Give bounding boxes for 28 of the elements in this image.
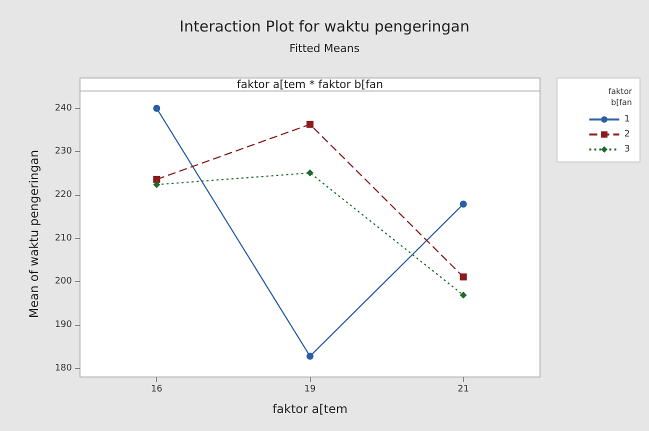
x-tick-label: 21: [458, 384, 470, 394]
point: [460, 200, 467, 208]
x-tick-label: 19: [304, 384, 316, 394]
y-tick-label: 180: [54, 363, 72, 374]
y-tick-label: 210: [54, 233, 72, 244]
chart-subtitle: Fitted Means: [289, 42, 360, 55]
legend-label: 3: [624, 144, 630, 154]
y-tick-label: 200: [54, 276, 72, 287]
y-tick-label: 190: [54, 320, 72, 330]
x-tick-label: 16: [150, 384, 163, 394]
legend-label: 2: [624, 130, 630, 140]
point: [306, 120, 314, 128]
point: [153, 104, 160, 112]
point: [460, 292, 467, 299]
y-tick-label: 230: [54, 146, 72, 157]
text: faktor a[tem * faktor b[fan: [236, 78, 384, 91]
y-axis-title: Mean of waktu pengeringan: [27, 150, 41, 318]
x-axis-title: faktor a[tem: [272, 402, 348, 416]
legend-label: 1: [624, 114, 630, 124]
legend-title: faktor b[fan: [608, 87, 633, 107]
point: [153, 181, 160, 188]
point: [460, 273, 467, 280]
point: [153, 176, 160, 183]
point: [306, 352, 314, 360]
y-tick-label: 220: [54, 190, 72, 200]
chart-title: Interaction Plot for waktu pengeringan: [180, 18, 470, 36]
point: [306, 169, 314, 176]
y-tick-label: 240: [54, 103, 72, 114]
